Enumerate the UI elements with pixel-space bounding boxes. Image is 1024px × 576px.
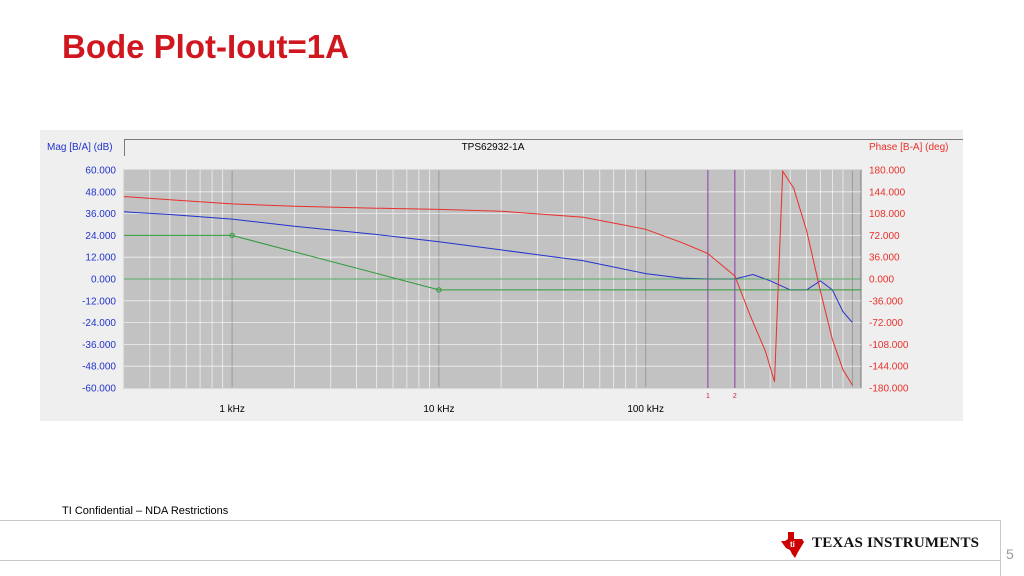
left-tick-label: 36.000 <box>85 209 116 220</box>
series-lines <box>123 169 861 386</box>
footer-divider <box>0 520 1000 521</box>
cursor-label: 2 <box>733 393 737 400</box>
footer-divider-bottom <box>0 560 1000 561</box>
left-tick-label: -24.000 <box>82 318 116 329</box>
bode-plot-panel: 1 2 60.000 48.000 36.000 24.000 12.000 0.000 -1… <box>40 130 963 421</box>
series-line-2 <box>124 234 861 291</box>
right-tick-label: -180.000 <box>869 384 909 395</box>
left-tick-label: 60.000 <box>85 166 116 177</box>
bode-plot: 1 2 60.000 48.000 36.000 24.000 12.000 0.000 -1… <box>47 139 963 416</box>
footer-divider-vertical <box>1000 520 1001 576</box>
page-number: 5 <box>1006 546 1014 562</box>
left-tick-label: 12.000 <box>85 253 116 264</box>
texas-instruments-logo: ti <box>781 532 804 558</box>
right-tick-label: 180.000 <box>869 166 906 177</box>
right-tick-label: 0.000 <box>869 275 894 286</box>
texas-state-icon <box>781 532 804 558</box>
left-tick-label: 48.000 <box>85 187 116 198</box>
right-tick-label: -144.000 <box>869 362 909 373</box>
x-tick-label: 1 kHz <box>219 404 245 415</box>
slide-title: Bode Plot-Iout=1A <box>62 28 349 65</box>
chart-title: TPS62932-1A <box>462 142 525 153</box>
left-tick-label: -36.000 <box>82 340 116 351</box>
curve-marker <box>436 287 442 293</box>
logo-wordmark: TEXAS INSTRUMENTS <box>812 535 980 551</box>
curve-marker <box>229 232 235 239</box>
right-axis-label: Phase [B-A] (deg) <box>869 142 948 153</box>
left-axis-label: Mag [B/A] (dB) <box>47 142 113 153</box>
x-tick-label: 10 kHz <box>423 404 454 415</box>
x-tick-label: 100 kHz <box>627 404 664 415</box>
axis-labels: 60.000 48.000 36.000 24.000 12.000 0.000 -12.0… <box>82 166 909 416</box>
left-tick-label: 24.000 <box>85 231 116 242</box>
right-tick-label: -72.000 <box>869 318 903 329</box>
right-tick-label: 36.000 <box>869 253 900 264</box>
left-tick-label: -60.000 <box>82 384 116 395</box>
right-tick-label: -36.000 <box>869 296 903 307</box>
right-tick-label: 144.000 <box>869 187 906 198</box>
left-tick-label: 0.000 <box>91 275 116 286</box>
series-line-1 <box>123 169 853 386</box>
right-tick-label: 72.000 <box>869 231 900 242</box>
right-tick-label: 108.000 <box>869 209 906 220</box>
right-tick-label: -108.000 <box>869 340 909 351</box>
cursor-label: 1 <box>706 393 710 400</box>
svg-text:ti: ti <box>790 540 795 549</box>
left-tick-label: -48.000 <box>82 362 116 373</box>
left-tick-label: -12.000 <box>82 296 116 307</box>
footer-confidential: TI Confidential – NDA Restrictions <box>62 505 229 517</box>
